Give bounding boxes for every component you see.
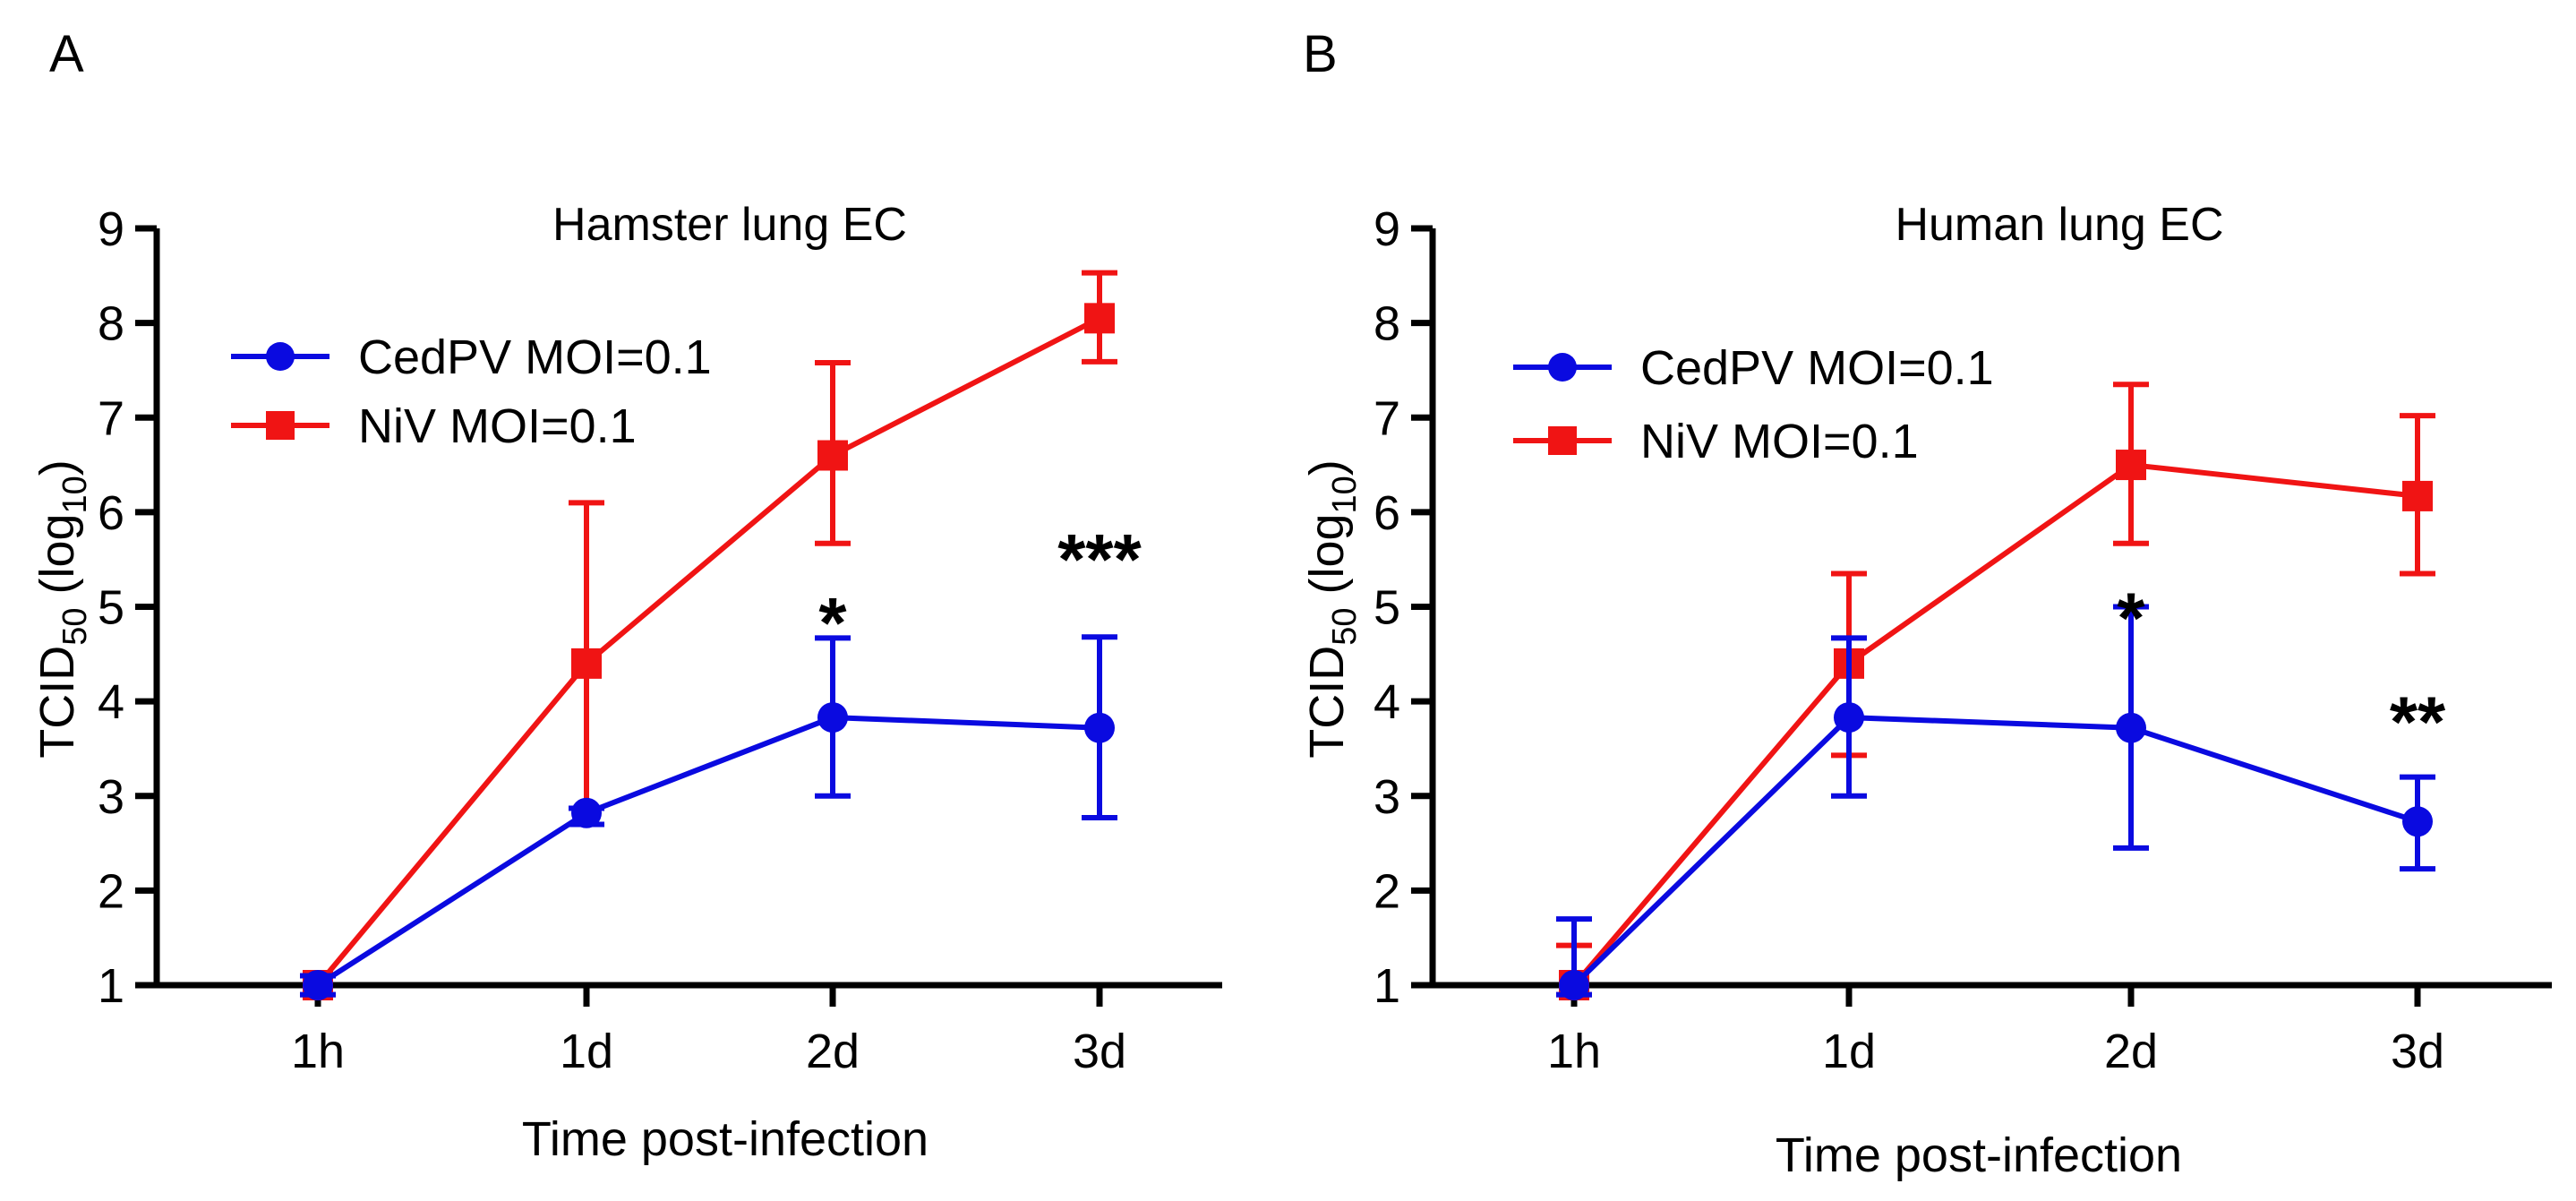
legend-label-niv: NiV MOI=0.1 bbox=[1640, 415, 1919, 468]
y-tick-label: 5 bbox=[1374, 581, 1400, 635]
x-ticks: 1h 1d 2d 3d bbox=[291, 985, 1126, 1078]
y-axis-title-sub: 50 bbox=[56, 608, 94, 646]
data-point-cedpv bbox=[1084, 712, 1115, 743]
y-ticks: 1 2 3 4 5 6 7 8 9 bbox=[98, 202, 157, 1013]
legend-marker-cedpv bbox=[1548, 353, 1577, 382]
y-axis-title-close: ) bbox=[30, 459, 84, 476]
data-point-cedpv bbox=[303, 970, 333, 1000]
x-tick-label: 2d bbox=[806, 1025, 860, 1078]
y-axis-title: TCID50 (log10) bbox=[1300, 459, 1364, 759]
y-tick-label: 6 bbox=[98, 486, 124, 540]
y-tick-label: 3 bbox=[1374, 770, 1400, 824]
legend-label-cedpv: CedPV MOI=0.1 bbox=[1640, 341, 1994, 395]
data-point-cedpv bbox=[1559, 970, 1589, 1000]
series-line-niv bbox=[1571, 462, 2418, 987]
y-axis-title: TCID50 (log10) bbox=[30, 459, 94, 759]
data-point-niv bbox=[2116, 450, 2146, 481]
x-tick-label: 1h bbox=[291, 1025, 345, 1078]
y-tick-label: 2 bbox=[1374, 864, 1400, 918]
legend-label-niv: NiV MOI=0.1 bbox=[358, 399, 637, 453]
data-point-niv bbox=[817, 440, 848, 471]
significance-annotations: *** bbox=[2117, 579, 2446, 762]
data-point-niv bbox=[1084, 303, 1115, 334]
y-tick-label: 1 bbox=[1374, 959, 1400, 1013]
legend-marker-niv bbox=[266, 411, 295, 440]
y-axis-title-close: ) bbox=[1300, 459, 1354, 476]
significance-label: *** bbox=[1057, 519, 1142, 599]
x-tick-label: 3d bbox=[1073, 1025, 1126, 1078]
x-tick-label: 2d bbox=[2104, 1025, 2158, 1078]
series-layer bbox=[1556, 382, 2435, 1000]
y-axis-title-paren-sub: 10 bbox=[56, 476, 94, 513]
series-line-cedpv bbox=[316, 715, 1100, 988]
data-point-cedpv bbox=[817, 702, 848, 733]
y-tick-label: 9 bbox=[1374, 202, 1400, 256]
series-layer bbox=[300, 270, 1117, 1000]
y-tick-label: 1 bbox=[98, 959, 124, 1013]
data-point-cedpv bbox=[2402, 806, 2433, 837]
data-point-cedpv bbox=[2116, 712, 2146, 743]
significance-label: * bbox=[818, 583, 847, 663]
y-tick-label: 7 bbox=[98, 391, 124, 445]
data-point-niv bbox=[2402, 480, 2433, 511]
y-ticks: 1 2 3 4 5 6 7 8 9 bbox=[1374, 202, 1433, 1013]
significance-label: ** bbox=[2390, 682, 2446, 762]
significance-annotations: **** bbox=[818, 519, 1142, 663]
x-tick-label: 1d bbox=[560, 1025, 613, 1078]
series-line-niv bbox=[315, 315, 1101, 987]
y-axis-title-paren: (log bbox=[30, 513, 84, 607]
x-axis-title: Time post-infection bbox=[522, 1112, 929, 1166]
x-tick-label: 1h bbox=[1547, 1025, 1601, 1078]
y-tick-label: 8 bbox=[98, 297, 124, 351]
significance-label: * bbox=[2117, 579, 2145, 658]
x-tick-label: 3d bbox=[2391, 1025, 2444, 1078]
legend: CedPV MOI=0.1 NiV MOI=0.1 bbox=[1513, 341, 1994, 468]
chart-title: Hamster lung EC bbox=[552, 199, 907, 251]
y-axis-title-paren: (log bbox=[1300, 513, 1354, 607]
y-tick-label: 9 bbox=[98, 202, 124, 256]
panel-b: B Human lung EC 1 2 3 4 5 6 7 8 9 1h 1d 2d 3d TCID5… bbox=[1300, 25, 2552, 1182]
panel-letter: A bbox=[49, 25, 84, 83]
y-tick-label: 7 bbox=[1374, 391, 1400, 445]
panel-letter: B bbox=[1303, 25, 1338, 83]
y-tick-label: 3 bbox=[98, 770, 124, 824]
series-line-cedpv bbox=[1571, 715, 2418, 988]
y-axis-title-paren-sub: 10 bbox=[1326, 476, 1364, 513]
data-point-cedpv bbox=[571, 797, 602, 828]
y-tick-label: 6 bbox=[1374, 486, 1400, 540]
chart-title: Human lung EC bbox=[1895, 199, 2223, 251]
y-tick-label: 8 bbox=[1374, 297, 1400, 351]
data-point-niv bbox=[571, 648, 602, 679]
y-axis-title-main: TCID bbox=[30, 646, 84, 759]
y-tick-label: 5 bbox=[98, 581, 124, 635]
legend-label-cedpv: CedPV MOI=0.1 bbox=[358, 330, 712, 384]
y-tick-label: 2 bbox=[98, 864, 124, 918]
y-tick-label: 4 bbox=[98, 675, 124, 729]
legend: CedPV MOI=0.1 NiV MOI=0.1 bbox=[231, 330, 712, 453]
x-tick-label: 1d bbox=[1822, 1025, 1876, 1078]
x-axis-title: Time post-infection bbox=[1776, 1128, 2182, 1182]
legend-marker-cedpv bbox=[266, 342, 295, 371]
y-axis-title-main: TCID bbox=[1300, 646, 1354, 759]
x-ticks: 1h 1d 2d 3d bbox=[1547, 985, 2444, 1078]
y-axis-title-sub: 50 bbox=[1326, 608, 1364, 646]
legend-marker-niv bbox=[1548, 426, 1577, 455]
data-point-cedpv bbox=[1834, 702, 1864, 733]
y-tick-label: 4 bbox=[1374, 675, 1400, 729]
panel-a: A Hamster lung EC 1 2 3 4 5 6 7 8 9 1h 1d 2d 3d TCI… bbox=[30, 25, 1222, 1166]
